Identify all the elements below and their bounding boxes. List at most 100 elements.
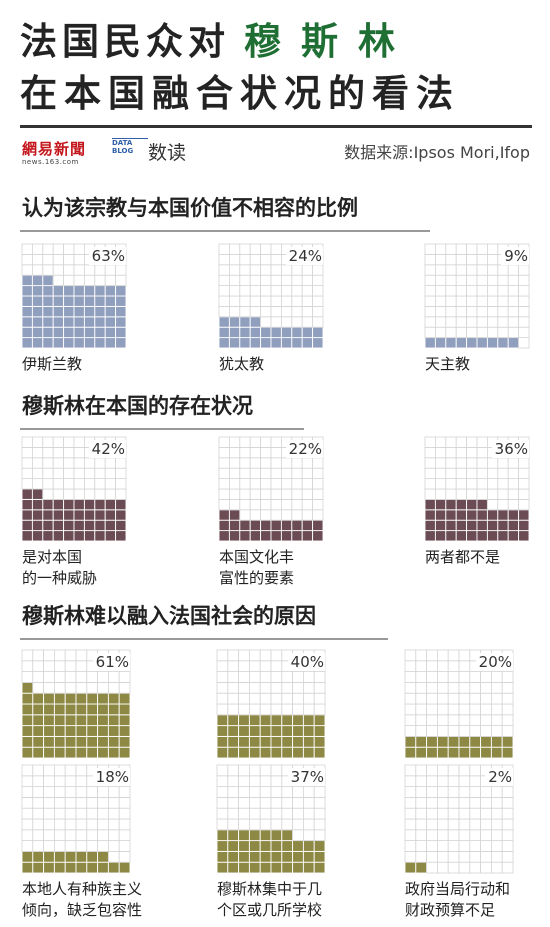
- waffle-cell-empty: [21, 264, 33, 276]
- page-title-line2: 在本国融合状况的看法: [20, 72, 460, 115]
- waffle-cell-empty: [32, 660, 45, 673]
- waffle-cell-empty: [434, 243, 447, 255]
- waffle-cell-empty: [216, 797, 229, 809]
- waffle-cell-empty: [303, 807, 315, 820]
- waffle-cell-empty: [21, 818, 34, 831]
- waffle-cell-empty: [270, 478, 282, 490]
- waffle-cell-filled: [249, 326, 262, 339]
- waffle-cell-filled: [249, 337, 262, 349]
- waffle-cell-filled: [480, 735, 492, 748]
- waffle-cell-empty: [281, 274, 293, 287]
- waffle-cell-empty: [469, 682, 482, 694]
- waffle-cell-empty: [270, 649, 283, 662]
- waffle-grid: [216, 649, 326, 759]
- waffle-cell-empty: [445, 326, 457, 338]
- waffle-cell-empty: [228, 274, 241, 287]
- waffle-cell-empty: [64, 840, 77, 852]
- waffle-cell-filled: [239, 316, 251, 328]
- waffle-cell-empty: [466, 326, 478, 338]
- waffle-cell-empty: [445, 436, 457, 448]
- percent-label: 22%: [285, 440, 323, 458]
- waffle-cell-empty: [84, 457, 96, 469]
- waffle-cell-empty: [301, 457, 313, 469]
- waffle-cell-empty: [426, 807, 438, 820]
- waffle-cell-filled: [32, 725, 45, 737]
- waffle-cell-empty: [259, 797, 272, 809]
- waffle-cell-empty: [312, 295, 324, 307]
- category-label-line: 本国文化丰: [219, 548, 295, 566]
- waffle-cell-empty: [115, 467, 127, 480]
- waffle-cell-empty: [52, 488, 65, 500]
- waffle-cell-empty: [216, 818, 229, 831]
- waffle-cell-empty: [216, 703, 229, 716]
- waffle-cell-filled: [21, 509, 33, 521]
- waffle-cell-empty: [63, 253, 75, 266]
- waffle-cell-filled: [52, 498, 65, 511]
- waffle-cell-filled: [259, 746, 272, 759]
- waffle-cell-empty: [32, 807, 45, 820]
- waffle-cell-empty: [249, 671, 261, 683]
- waffle-cell-empty: [227, 692, 240, 705]
- waffle-cell-empty: [480, 714, 492, 727]
- waffle-cell-filled: [248, 861, 261, 874]
- waffle-cell-filled: [312, 337, 324, 349]
- waffle-cell-empty: [21, 243, 33, 255]
- waffle-cell-filled: [469, 746, 482, 759]
- waffle-cell-empty: [469, 807, 482, 820]
- percent-label: 37%: [287, 768, 325, 786]
- waffle-cell-empty: [260, 306, 272, 318]
- waffle-cell-filled: [53, 703, 66, 716]
- waffle-cell-empty: [97, 807, 109, 820]
- waffle-cell-empty: [466, 264, 478, 276]
- datablog-logo: DATA BLOG: [112, 138, 148, 166]
- waffle-cell-filled: [42, 530, 54, 542]
- waffle-cell-filled: [497, 337, 509, 349]
- waffle-cell-empty: [216, 660, 229, 673]
- waffle-cell-filled: [270, 861, 283, 874]
- page-title-line1: 法国民众对 穆斯林: [20, 20, 415, 64]
- waffle-cell-filled: [507, 509, 520, 521]
- title-highlight: 穆斯林: [244, 20, 415, 63]
- waffle-cell-filled: [426, 746, 438, 759]
- waffle-cell-filled: [313, 746, 326, 759]
- waffle-cell-empty: [238, 682, 250, 694]
- waffle-cell-empty: [476, 253, 488, 266]
- waffle-cell-empty: [466, 306, 478, 318]
- waffle-cell-empty: [480, 786, 492, 798]
- waffle-cell-empty: [218, 274, 230, 287]
- waffle-cell-filled: [228, 519, 241, 532]
- waffle-cell-filled: [83, 326, 96, 339]
- waffle-cell-empty: [64, 682, 77, 694]
- waffle-cell-filled: [248, 746, 261, 759]
- waffle-cell-empty: [507, 457, 519, 469]
- waffle-grid: [404, 649, 514, 759]
- waffle-cell-empty: [73, 446, 85, 459]
- waffle-cell-empty: [291, 316, 303, 328]
- waffle-cell-empty: [466, 457, 478, 469]
- waffle-cell-filled: [21, 337, 33, 349]
- waffle-cell-empty: [497, 295, 509, 307]
- waffle-cell-empty: [447, 861, 460, 874]
- waffle-cell-empty: [249, 818, 261, 831]
- waffle-cell-filled: [228, 316, 241, 328]
- category-label-line: 犹太教: [219, 355, 265, 373]
- waffle-cell-filled: [260, 530, 272, 542]
- waffle-cell-empty: [63, 467, 75, 480]
- waffle-cell-empty: [487, 285, 499, 297]
- waffle-cell-empty: [259, 649, 272, 662]
- waffle-cell-empty: [497, 457, 509, 469]
- waffle-cell-empty: [507, 478, 519, 490]
- waffle-cell-filled: [238, 861, 250, 874]
- waffle-cell-empty: [404, 692, 417, 705]
- waffle-cell-filled: [73, 285, 85, 297]
- waffle-cell-empty: [458, 786, 471, 798]
- waffle-cell-empty: [455, 457, 468, 469]
- waffle-cell-empty: [52, 478, 65, 490]
- waffle-cell-empty: [303, 671, 315, 683]
- waffle-cell-empty: [54, 764, 66, 777]
- waffle-cell-filled: [313, 861, 326, 874]
- waffle-cell-filled: [31, 305, 44, 318]
- waffle-cell-filled: [21, 295, 33, 307]
- waffle-cell-empty: [312, 457, 324, 469]
- waffle-grid: [218, 243, 324, 349]
